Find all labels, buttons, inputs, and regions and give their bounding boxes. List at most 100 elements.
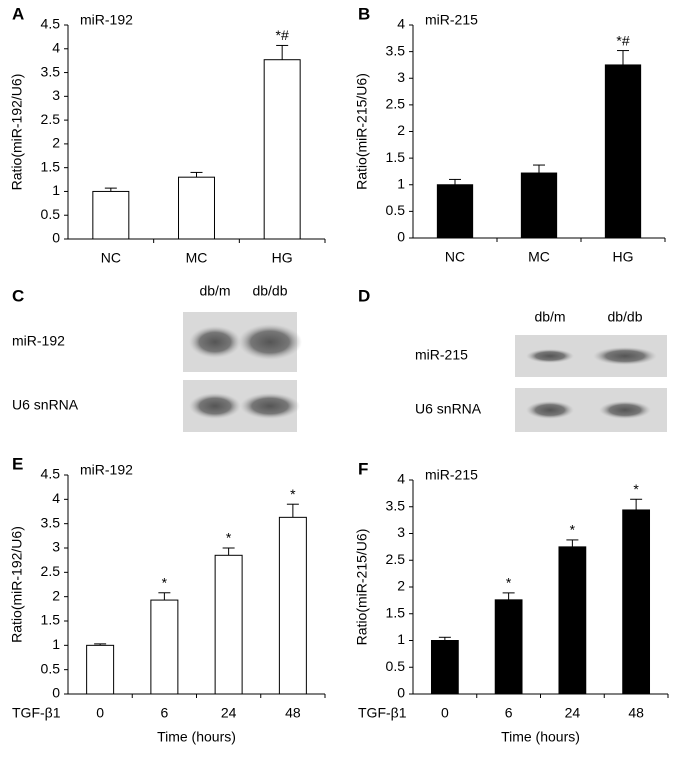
- y-tick-label: 1: [52, 182, 60, 198]
- bar: [494, 599, 523, 695]
- y-tick-label: 2: [52, 587, 60, 603]
- y-tick-label: 3.5: [386, 497, 406, 513]
- blot-band: [240, 393, 300, 419]
- y-tick-label: 2: [397, 578, 405, 594]
- y-tick-label: 3: [397, 69, 405, 85]
- y-axis-label: Ratio(miR-192/U6): [9, 526, 25, 643]
- panel-label: D: [358, 286, 370, 305]
- panel-label: C: [12, 286, 24, 305]
- panel-label: F: [358, 459, 368, 478]
- y-tick-label: 3.5: [41, 514, 61, 530]
- bar: [520, 172, 558, 239]
- y-tick-label: 0: [397, 685, 405, 701]
- blot-band: [189, 326, 241, 358]
- significance-label: *: [162, 574, 168, 590]
- lane-label: db/db: [252, 283, 287, 299]
- significance-label: *: [506, 575, 512, 591]
- row-label: miR-192: [12, 333, 65, 349]
- bar: [150, 599, 179, 695]
- x-tick-label: 24: [565, 705, 581, 721]
- x-tick-label: 48: [628, 705, 644, 721]
- x-tick-label: NC: [445, 249, 465, 265]
- x-tick-label: 0: [441, 705, 449, 721]
- x-tick-label: HG: [272, 250, 293, 266]
- y-tick-label: 3.5: [386, 42, 406, 58]
- x-tick-label: HG: [613, 249, 634, 265]
- y-tick-label: 2: [397, 122, 405, 138]
- y-tick-label: 1: [397, 175, 405, 191]
- bar: [558, 546, 587, 695]
- x-tick-label: 0: [96, 705, 104, 721]
- bar: [436, 184, 474, 239]
- blot-band: [593, 347, 657, 365]
- y-tick-label: 4: [52, 490, 60, 506]
- bar: [604, 64, 642, 239]
- y-tick-label: 2.5: [386, 551, 406, 567]
- significance-label: *: [226, 530, 232, 546]
- chart-title: miR-192: [80, 12, 133, 28]
- bar: [214, 554, 243, 695]
- y-tick-label: 0: [397, 229, 405, 245]
- significance-label: *: [570, 522, 576, 538]
- y-tick-label: 1: [52, 636, 60, 652]
- y-tick-label: 1.5: [386, 604, 406, 620]
- row-label: U6 snRNA: [415, 401, 482, 417]
- y-tick-label: 4.5: [41, 16, 61, 32]
- lane-label: db/m: [199, 283, 230, 299]
- row-label: U6 snRNA: [12, 397, 79, 413]
- y-tick-label: 0.5: [41, 660, 61, 676]
- y-axis-label: Ratio(miR-215/U6): [354, 73, 370, 190]
- significance-label: *#: [276, 27, 289, 43]
- y-tick-label: 3: [52, 539, 60, 555]
- y-tick-label: 0.5: [41, 206, 61, 222]
- bar: [278, 516, 307, 695]
- x-axis-label: Time (hours): [501, 729, 580, 745]
- y-axis-label: Ratio(miR-192/U6): [9, 74, 25, 191]
- bar: [86, 644, 115, 695]
- y-tick-label: 0: [52, 685, 60, 701]
- y-tick-label: 0.5: [386, 202, 406, 218]
- x-tick-label: NC: [101, 250, 121, 266]
- y-tick-label: 4: [397, 16, 405, 32]
- y-tick-label: 3: [52, 87, 60, 103]
- chart-title: miR-192: [80, 462, 133, 478]
- blot-band: [526, 401, 574, 419]
- significance-label: *#: [616, 32, 629, 48]
- y-tick-label: 3: [397, 524, 405, 540]
- x-tick-label: MC: [186, 250, 208, 266]
- x-tick-label: 24: [221, 705, 237, 721]
- y-tick-label: 1.5: [41, 612, 61, 628]
- y-tick-label: 2.5: [41, 111, 61, 127]
- x-tick-label: 48: [285, 705, 301, 721]
- row-label: TGF-β1: [12, 705, 61, 721]
- lane-label: db/db: [607, 309, 642, 325]
- y-axis-label: Ratio(miR-215/U6): [354, 529, 370, 646]
- blot-band: [189, 393, 241, 419]
- y-tick-label: 2: [52, 135, 60, 151]
- row-label: TGF-β1: [358, 705, 407, 721]
- blot-band: [238, 324, 302, 360]
- y-tick-label: 1.5: [386, 149, 406, 165]
- y-tick-label: 4: [52, 39, 60, 55]
- y-tick-label: 4: [397, 471, 405, 487]
- significance-label: *: [290, 486, 296, 502]
- chart-title: miR-215: [425, 467, 478, 483]
- y-tick-label: 3.5: [41, 63, 61, 79]
- y-tick-label: 1: [397, 631, 405, 647]
- chart-title: miR-215: [425, 12, 478, 28]
- x-tick-label: MC: [528, 249, 550, 265]
- row-label: miR-215: [415, 347, 468, 363]
- y-tick-label: 1.5: [41, 158, 61, 174]
- y-tick-label: 2.5: [386, 96, 406, 112]
- y-tick-label: 2.5: [41, 563, 61, 579]
- blot-band: [526, 349, 574, 363]
- lane-label: db/m: [534, 309, 565, 325]
- y-tick-label: 4.5: [41, 466, 61, 482]
- panel-label: A: [12, 4, 24, 23]
- x-axis-label: Time (hours): [157, 729, 236, 745]
- bar: [92, 190, 130, 240]
- significance-label: *: [633, 481, 639, 497]
- bar: [178, 176, 215, 240]
